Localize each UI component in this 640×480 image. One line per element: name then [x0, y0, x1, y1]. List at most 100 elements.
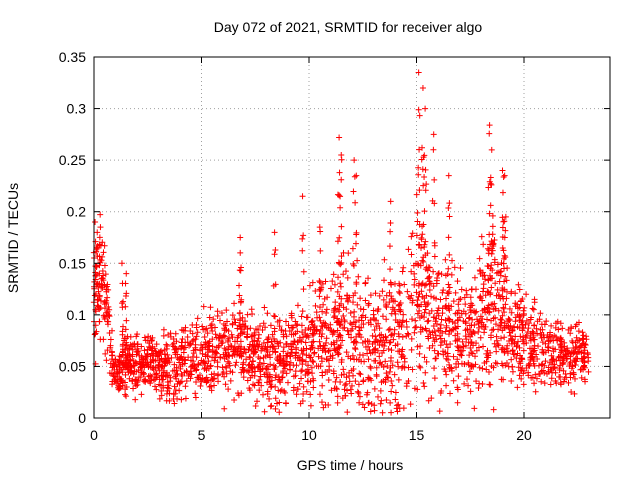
- data-point: [202, 376, 209, 383]
- data-point: [233, 359, 240, 366]
- data-point: [545, 337, 552, 344]
- data-point: [478, 233, 485, 240]
- data-point: [192, 390, 199, 397]
- data-point: [109, 352, 116, 359]
- data-point: [304, 332, 311, 339]
- data-point: [444, 353, 451, 360]
- data-point: [106, 313, 113, 320]
- data-point: [367, 363, 374, 370]
- data-point: [299, 351, 306, 358]
- data-point: [104, 308, 111, 315]
- data-point: [330, 271, 337, 278]
- data-point: [163, 345, 170, 352]
- data-point: [477, 334, 484, 341]
- data-point: [376, 292, 383, 299]
- data-point: [237, 338, 244, 345]
- data-point: [537, 310, 544, 317]
- data-point: [442, 368, 449, 375]
- data-point: [272, 349, 279, 356]
- data-point: [391, 307, 398, 314]
- data-point: [309, 344, 316, 351]
- data-point: [134, 379, 141, 386]
- data-point: [430, 268, 437, 275]
- data-point: [548, 322, 555, 329]
- data-point: [365, 343, 372, 350]
- data-point: [437, 328, 444, 335]
- data-point: [165, 385, 172, 392]
- data-point: [398, 348, 405, 355]
- data-point: [158, 392, 165, 399]
- data-point: [557, 381, 564, 388]
- data-point: [296, 380, 303, 387]
- data-point: [419, 231, 426, 238]
- data-point: [317, 342, 324, 349]
- data-point: [446, 284, 453, 291]
- data-point: [328, 387, 335, 394]
- data-point: [310, 324, 317, 331]
- data-point: [116, 383, 123, 390]
- data-point: [182, 344, 189, 351]
- data-point: [112, 357, 119, 364]
- data-point: [415, 262, 422, 269]
- data-point: [280, 344, 287, 351]
- data-point: [431, 347, 438, 354]
- data-point: [123, 393, 130, 400]
- data-point: [430, 322, 437, 329]
- data-point: [103, 300, 110, 307]
- data-point: [488, 301, 495, 308]
- data-point: [360, 352, 367, 359]
- data-point: [557, 346, 564, 353]
- data-point: [371, 402, 378, 409]
- data-point: [356, 370, 363, 377]
- data-point: [413, 191, 420, 198]
- data-point: [387, 219, 394, 226]
- data-point: [475, 328, 482, 335]
- data-point: [141, 376, 148, 383]
- data-point: [424, 318, 431, 325]
- data-point: [382, 358, 389, 365]
- data-point: [267, 354, 274, 361]
- data-point: [122, 335, 129, 342]
- data-point: [334, 315, 341, 322]
- data-point: [425, 317, 432, 324]
- data-point: [222, 363, 229, 370]
- data-point: [413, 232, 420, 239]
- data-point: [516, 372, 523, 379]
- data-point: [573, 334, 580, 341]
- data-point: [290, 387, 297, 394]
- data-point: [286, 353, 293, 360]
- data-point: [353, 279, 360, 286]
- data-point: [552, 333, 559, 340]
- data-point: [193, 321, 200, 328]
- data-point: [318, 355, 325, 362]
- data-point: [373, 323, 380, 330]
- data-point: [139, 369, 146, 376]
- data-point: [455, 316, 462, 323]
- data-point: [352, 240, 359, 247]
- data-point: [462, 333, 469, 340]
- data-point: [337, 261, 344, 268]
- data-point: [262, 324, 269, 331]
- data-point: [421, 282, 428, 289]
- data-point: [208, 321, 215, 328]
- data-point: [250, 381, 257, 388]
- data-point: [244, 325, 251, 332]
- data-point: [467, 309, 474, 316]
- data-point: [395, 401, 402, 408]
- data-point: [129, 378, 136, 385]
- data-point: [379, 409, 386, 416]
- data-point: [276, 399, 283, 406]
- data-point: [568, 389, 575, 396]
- data-point: [424, 333, 431, 340]
- data-point: [312, 302, 319, 309]
- data-point: [442, 328, 449, 335]
- data-point: [571, 390, 578, 397]
- data-point: [288, 340, 295, 347]
- data-point: [385, 346, 392, 353]
- data-point: [488, 284, 495, 291]
- data-point: [392, 396, 399, 403]
- data-point: [274, 318, 281, 325]
- data-point: [317, 317, 324, 324]
- data-point: [292, 368, 299, 375]
- data-point: [512, 300, 519, 307]
